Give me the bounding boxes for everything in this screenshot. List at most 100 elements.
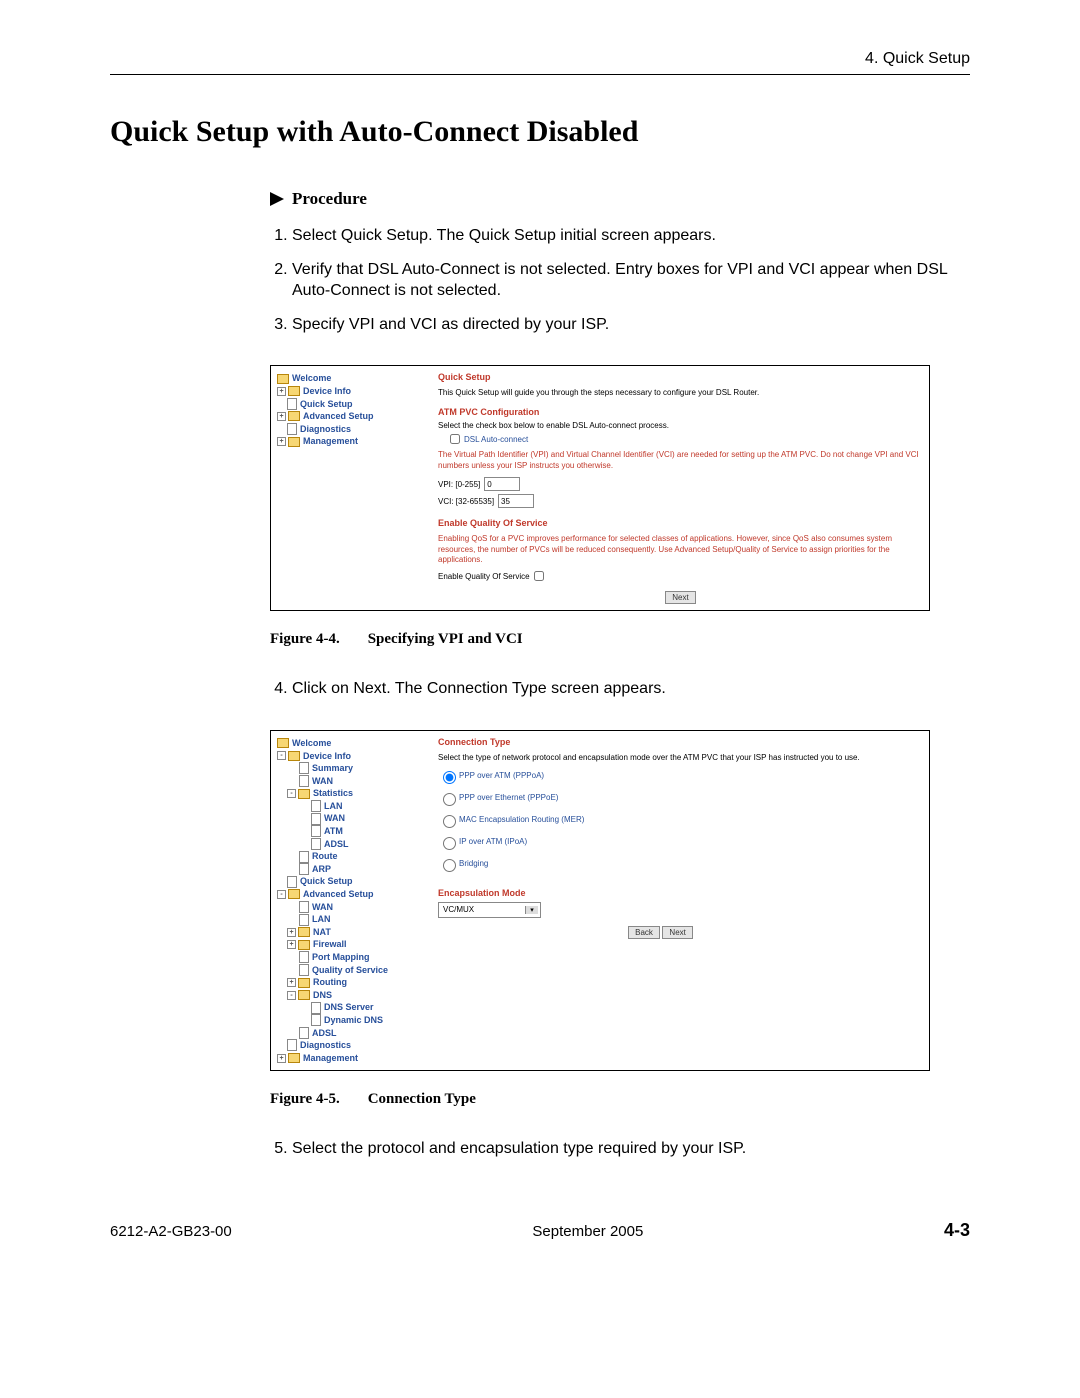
opt-ipoa[interactable]: IP over ATM (IPoA) [438, 834, 923, 850]
tree-label: Firewall [313, 938, 347, 951]
opt-label: IP over ATM (IPoA) [459, 837, 527, 846]
tree-arp[interactable]: ARP [277, 863, 432, 876]
tree-label: Statistics [313, 787, 353, 800]
vci-label: VCI: [32-65535] [438, 497, 494, 506]
collapse-icon[interactable]: - [287, 789, 296, 798]
radio-pppoe[interactable] [443, 793, 456, 806]
back-button[interactable]: Back [628, 926, 660, 939]
doc-icon [299, 951, 309, 963]
tree-diagnostics[interactable]: Diagnostics [277, 423, 432, 436]
tree-welcome[interactable]: Welcome [277, 737, 432, 750]
opt-mer[interactable]: MAC Encapsulation Routing (MER) [438, 812, 923, 828]
vci-input[interactable] [498, 494, 534, 508]
expand-icon[interactable]: + [277, 387, 286, 396]
expand-icon[interactable]: + [287, 940, 296, 949]
tree-route[interactable]: Route [277, 850, 432, 863]
auto-connect-checkbox[interactable] [450, 434, 460, 444]
tree-label: Diagnostics [300, 1039, 351, 1052]
vpi-input[interactable] [484, 477, 520, 491]
next-button[interactable]: Next [665, 591, 695, 604]
tree-a-wan[interactable]: WAN [277, 901, 432, 914]
expand-icon[interactable]: + [287, 978, 296, 987]
tree-qos[interactable]: Quality of Service [277, 964, 432, 977]
header-rule [110, 74, 970, 75]
encap-select[interactable]: VC/MUX ▾ [438, 902, 541, 918]
expand-icon[interactable]: + [277, 412, 286, 421]
qos-note: Enabling QoS for a PVC improves performa… [438, 534, 923, 565]
tree-dns-server[interactable]: DNS Server [277, 1001, 432, 1014]
tree-label: WAN [312, 775, 333, 788]
steps-list-3: Select the protocol and encapsulation ty… [270, 1138, 970, 1160]
tree-device-info[interactable]: + Device Info [277, 385, 432, 398]
radio-ipoa[interactable] [443, 837, 456, 850]
tree-nat[interactable]: +NAT [277, 926, 432, 939]
tree-s-wan[interactable]: WAN [277, 812, 432, 825]
tree-dns[interactable]: -DNS [277, 989, 432, 1002]
step-2: Verify that DSL Auto-Connect is not sele… [292, 259, 970, 302]
tree-lan[interactable]: LAN [277, 800, 432, 813]
tree-label: WAN [312, 901, 333, 914]
tree-quick-setup[interactable]: Quick Setup [277, 398, 432, 411]
collapse-icon[interactable]: - [287, 991, 296, 1000]
folder-icon [288, 437, 300, 447]
tree-a-adsl[interactable]: ADSL [277, 1027, 432, 1040]
tree-quick-setup[interactable]: Quick Setup [277, 875, 432, 888]
next-button[interactable]: Next [662, 926, 692, 939]
tree-wan[interactable]: WAN [277, 775, 432, 788]
opt-label: Bridging [459, 859, 488, 868]
atm-title: ATM PVC Configuration [438, 407, 923, 417]
expand-icon[interactable]: + [277, 437, 286, 446]
qos-title: Enable Quality Of Service [438, 518, 923, 528]
tree-device-info[interactable]: - Device Info [277, 750, 432, 763]
page-title: Quick Setup with Auto-Connect Disabled [110, 115, 970, 149]
nav-tree: Welcome + Device Info Quick Setup +Advanc… [277, 372, 432, 604]
step-1: Select Quick Setup. The Quick Setup init… [292, 225, 970, 247]
auto-connect-row: DSL Auto-connect [438, 434, 923, 444]
tree-statistics[interactable]: - Statistics [277, 787, 432, 800]
tree-routing[interactable]: +Routing [277, 976, 432, 989]
collapse-icon[interactable]: - [277, 751, 286, 760]
opt-pppoa[interactable]: PPP over ATM (PPPoA) [438, 768, 923, 784]
doc-icon [287, 1039, 297, 1051]
tree-firewall[interactable]: + Firewall [277, 938, 432, 951]
vpi-label: VPI: [0-255] [438, 480, 480, 489]
radio-mer[interactable] [443, 815, 456, 828]
tree-label: Device Info [303, 385, 351, 398]
tree-label: Dynamic DNS [324, 1014, 383, 1027]
folder-icon [298, 927, 310, 937]
folder-icon [288, 411, 300, 421]
section-title: Quick Setup [438, 372, 923, 382]
opt-bridging[interactable]: Bridging [438, 856, 923, 872]
expand-icon[interactable]: + [277, 1054, 286, 1063]
tree-diagnostics[interactable]: Diagnostics [277, 1039, 432, 1052]
doc-icon [287, 398, 297, 410]
header-chapter: 4. Quick Setup [110, 50, 970, 68]
tree-management[interactable]: +Management [277, 435, 432, 448]
tree-adsl[interactable]: ADSL [277, 838, 432, 851]
tree-atm[interactable]: ATM [277, 825, 432, 838]
folder-icon [288, 889, 300, 899]
folder-icon [298, 990, 310, 1000]
fig-num: Figure 4-5. [270, 1091, 340, 1107]
collapse-icon[interactable]: - [277, 890, 286, 899]
step-3: Specify VPI and VCI as directed by your … [292, 314, 970, 336]
qos-checkbox[interactable] [534, 571, 544, 581]
tree-welcome[interactable]: Welcome [277, 372, 432, 385]
footer-date: September 2005 [532, 1223, 643, 1240]
tree-dyn-dns[interactable]: Dynamic DNS [277, 1014, 432, 1027]
doc-icon [299, 1027, 309, 1039]
opt-pppoe[interactable]: PPP over Ethernet (PPPoE) [438, 790, 923, 806]
radio-bridging[interactable] [443, 859, 456, 872]
tree-summary[interactable]: Summary [277, 762, 432, 775]
tree-a-lan[interactable]: LAN [277, 913, 432, 926]
tree-port-mapping[interactable]: Port Mapping [277, 951, 432, 964]
tree-advanced-setup[interactable]: +Advanced Setup [277, 410, 432, 423]
tree-label: Device Info [303, 750, 351, 763]
radio-pppoa[interactable] [443, 771, 456, 784]
triangle-icon [270, 192, 284, 206]
expand-icon[interactable]: + [287, 928, 296, 937]
doc-icon [311, 800, 321, 812]
tree-management[interactable]: +Management [277, 1052, 432, 1065]
tree-advanced-setup[interactable]: -Advanced Setup [277, 888, 432, 901]
folder-icon [277, 374, 289, 384]
